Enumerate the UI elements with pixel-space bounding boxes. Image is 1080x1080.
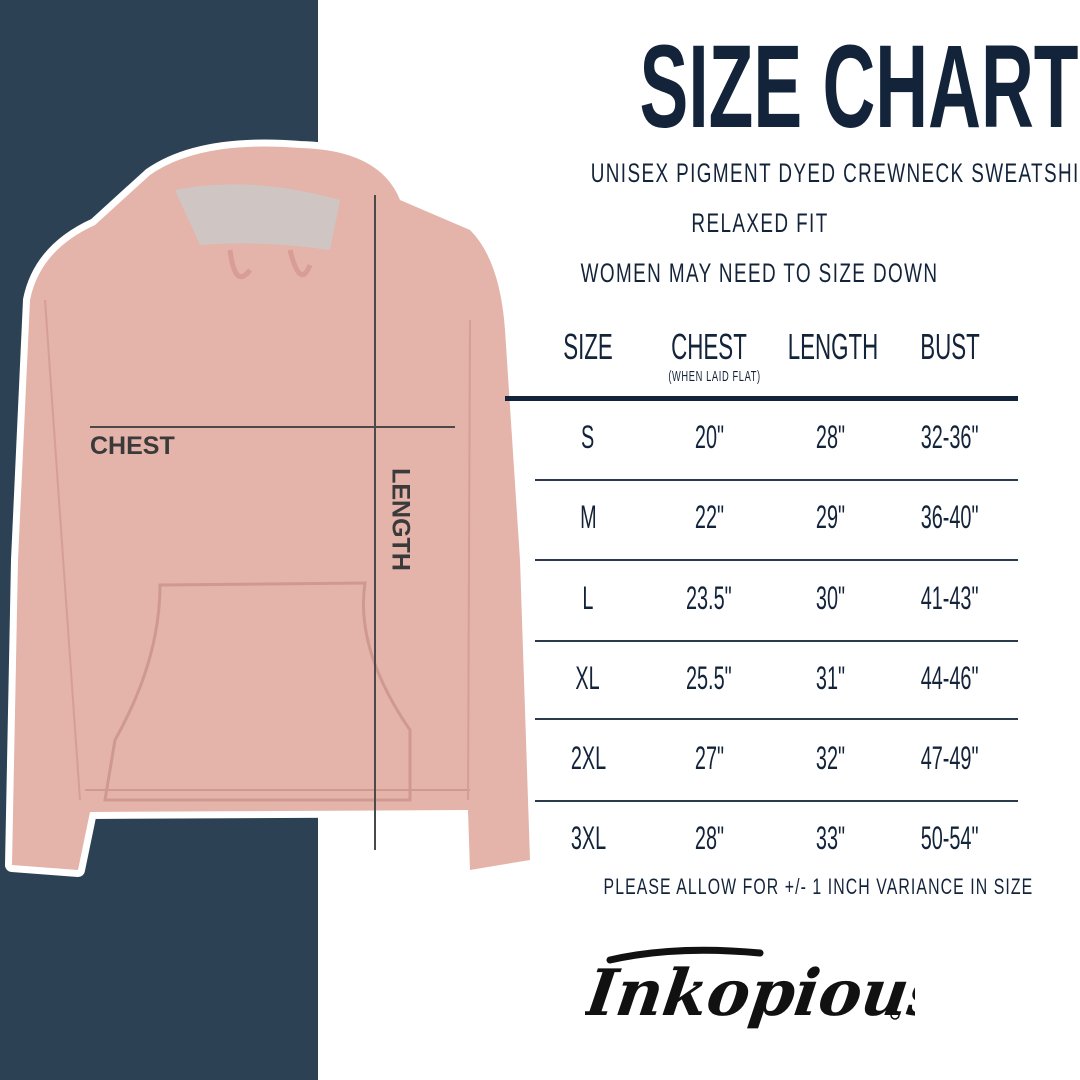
cell-chest: 23.5" — [686, 580, 732, 616]
row-divider — [535, 718, 1018, 720]
cell-length: 28" — [815, 419, 845, 455]
cell-size: 3XL — [570, 820, 606, 856]
cell-length: 32" — [815, 740, 845, 776]
header-size: SIZE — [563, 326, 613, 367]
cell-chest: 27" — [694, 740, 724, 776]
cell-chest: 28" — [694, 820, 724, 856]
cell-length: 30" — [815, 580, 845, 616]
chest-label: CHEST — [90, 432, 175, 460]
inkopious-logo: Inkopious — [585, 946, 915, 1031]
cell-size: XL — [575, 660, 601, 696]
page-title: SIZE CHART — [639, 21, 1079, 153]
row-divider — [535, 559, 1018, 561]
length-label: LENGTH — [386, 468, 415, 571]
header-divider — [505, 396, 1018, 401]
svg-text:Inkopious: Inkopious — [585, 956, 915, 1031]
cell-size: M — [579, 499, 597, 535]
header-bust: BUST — [920, 326, 980, 367]
cell-length: 33" — [815, 820, 845, 856]
row-divider — [535, 640, 1018, 642]
chest-note: (WHEN LAID FLAT) — [668, 368, 761, 385]
cell-length: 31" — [815, 660, 845, 696]
subtitle-product: UNISEX PIGMENT DYED CREWNECK SWEATSHIRT — [590, 158, 1080, 188]
cell-bust: 41-43" — [921, 580, 979, 616]
cell-bust: 32-36" — [921, 419, 979, 455]
header-chest: CHEST — [671, 326, 747, 367]
cell-bust: 47-49" — [921, 740, 979, 776]
subtitle-sizing-note: WOMEN MAY NEED TO SIZE DOWN — [581, 258, 939, 288]
row-divider — [535, 800, 1018, 802]
cell-size: L — [582, 580, 594, 616]
cell-length: 29" — [815, 499, 845, 535]
cell-bust: 50-54" — [921, 820, 979, 856]
cell-size: 2XL — [570, 740, 606, 776]
cell-chest: 25.5" — [686, 660, 732, 696]
cell-bust: 44-46" — [921, 660, 979, 696]
cell-chest: 20" — [694, 419, 724, 455]
cell-chest: 22" — [694, 499, 724, 535]
hoodie-image — [5, 139, 537, 877]
row-divider — [535, 479, 1018, 481]
subtitle-fit: RELAXED FIT — [691, 208, 829, 238]
header-length: LENGTH — [787, 326, 879, 367]
variance-footnote: PLEASE ALLOW FOR +/- 1 INCH VARIANCE IN … — [603, 874, 1034, 899]
cell-bust: 36-40" — [921, 499, 979, 535]
cell-size: S — [581, 419, 595, 455]
